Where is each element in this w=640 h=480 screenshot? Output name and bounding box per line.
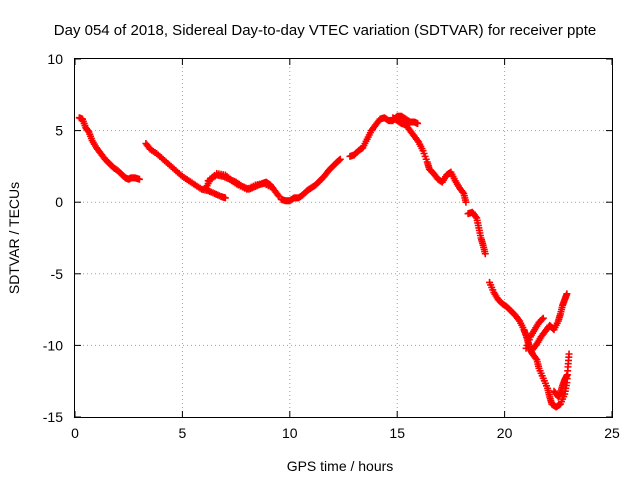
y-tick-label: 0 <box>55 194 63 210</box>
data-point <box>414 119 422 127</box>
x-tick-label: 15 <box>389 425 405 441</box>
data-point <box>538 315 546 323</box>
y-axis-label: SDTVAR / TECUs <box>6 182 22 294</box>
grid-lines <box>75 59 612 417</box>
data-point <box>414 137 422 145</box>
data-point <box>539 314 547 322</box>
y-tick-label: -5 <box>51 266 64 282</box>
chart-title: Day 054 of 2018, Sidereal Day-to-day VTE… <box>54 22 596 39</box>
plot-area-frame <box>74 58 613 418</box>
x-tick-label: 10 <box>282 425 298 441</box>
x-axis-label: GPS time / hours <box>287 458 394 474</box>
data-point <box>274 191 282 199</box>
x-tick-label: 25 <box>604 425 620 441</box>
data-point <box>565 350 573 358</box>
x-tick-label: 20 <box>497 425 513 441</box>
data-point <box>472 213 480 221</box>
data-point <box>481 250 489 258</box>
y-tick-label: -15 <box>43 409 63 425</box>
data-point <box>563 371 571 379</box>
data-points <box>75 112 573 411</box>
data-point <box>135 175 143 183</box>
y-tick-label: 5 <box>55 123 63 139</box>
y-tick-label: 10 <box>47 51 63 67</box>
x-tick-label: 0 <box>71 425 79 441</box>
x-tick-label: 5 <box>179 425 187 441</box>
data-point <box>269 184 277 192</box>
data-point <box>459 188 467 196</box>
axis-ticks: 0 5 10 15 20 25 -15 -10 -5 0 5 10 <box>43 51 620 441</box>
data-point <box>532 354 540 362</box>
data-point <box>221 194 229 202</box>
data-point <box>515 316 523 324</box>
data-point <box>462 198 470 206</box>
data-point <box>563 290 571 298</box>
y-tick-label: -10 <box>43 337 63 353</box>
data-point <box>336 155 344 163</box>
